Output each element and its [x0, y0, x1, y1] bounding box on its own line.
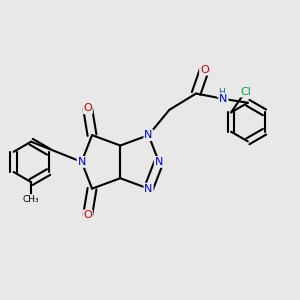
Text: N: N	[155, 157, 163, 167]
Text: N: N	[77, 157, 86, 167]
Text: O: O	[83, 103, 92, 113]
Text: O: O	[200, 65, 209, 75]
Text: N: N	[144, 130, 153, 140]
Text: N: N	[144, 184, 153, 194]
Text: CH₃: CH₃	[23, 195, 39, 204]
Text: O: O	[83, 210, 92, 220]
Text: H: H	[218, 88, 224, 97]
Text: N: N	[219, 94, 228, 104]
Text: Cl: Cl	[240, 87, 251, 97]
